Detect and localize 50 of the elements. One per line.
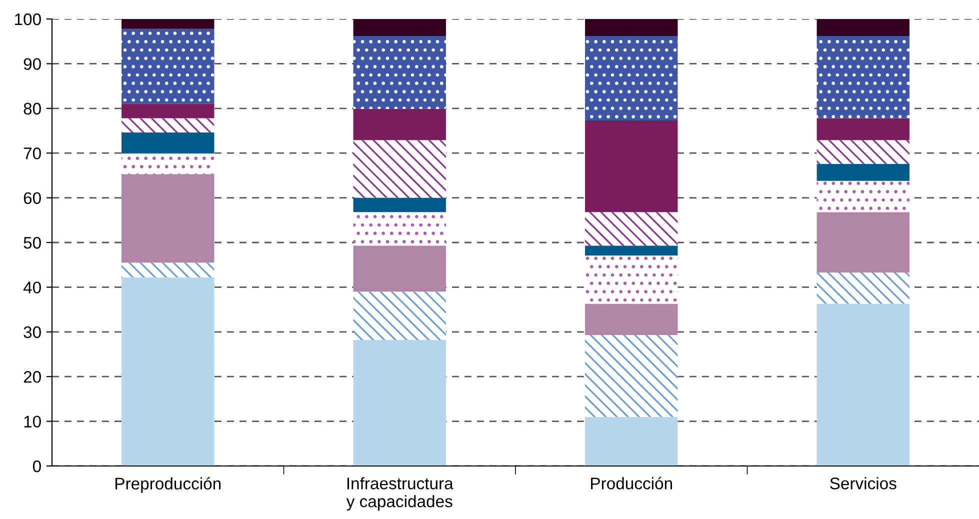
y-tick-label: 40 xyxy=(23,282,41,294)
bar xyxy=(816,304,910,466)
bar xyxy=(816,36,910,118)
x-tick-label: Producción xyxy=(591,476,672,490)
bar xyxy=(122,19,214,29)
bar xyxy=(585,255,678,304)
bar xyxy=(585,36,678,120)
bar xyxy=(585,335,678,417)
y-tick-label: 30 xyxy=(24,326,41,338)
bar xyxy=(585,120,678,212)
bar xyxy=(585,246,678,256)
y-tick-label: 70 xyxy=(24,148,41,160)
bar xyxy=(585,19,678,36)
y-tick-label: 50 xyxy=(24,236,41,249)
bar xyxy=(353,198,446,212)
bar xyxy=(816,164,910,181)
bar xyxy=(353,19,446,36)
bar xyxy=(585,304,678,336)
bar xyxy=(585,416,678,466)
bar xyxy=(816,272,910,304)
bar xyxy=(353,140,446,198)
bar xyxy=(353,292,446,340)
bar xyxy=(816,118,910,140)
bar xyxy=(122,174,214,263)
bar xyxy=(122,154,214,174)
y-tick-label: 90 xyxy=(24,58,41,70)
y-tick-label: 100 xyxy=(15,13,41,26)
x-tick-label: Infraestructura y capacidades xyxy=(346,477,454,511)
bar xyxy=(816,140,910,164)
y-tick-label: 80 xyxy=(24,102,41,115)
bar xyxy=(122,277,214,466)
y-tick-label: 0 xyxy=(32,460,41,472)
bar xyxy=(816,180,910,212)
bar xyxy=(122,104,214,118)
bar xyxy=(122,132,214,154)
bar xyxy=(353,36,446,109)
bar xyxy=(816,19,910,36)
bar xyxy=(353,246,446,292)
bar xyxy=(122,118,214,133)
y-tick-label: 10 xyxy=(24,416,41,428)
x-tick-label: Servicios xyxy=(830,477,896,490)
bar xyxy=(122,28,214,104)
bar xyxy=(353,340,446,466)
bar xyxy=(585,212,678,246)
bar xyxy=(122,262,214,278)
bar xyxy=(816,212,910,272)
y-tick-label: 20 xyxy=(24,371,41,383)
y-tick-label: 60 xyxy=(24,192,41,204)
bar xyxy=(353,108,446,140)
x-tick-label: Preproducción xyxy=(116,477,221,493)
